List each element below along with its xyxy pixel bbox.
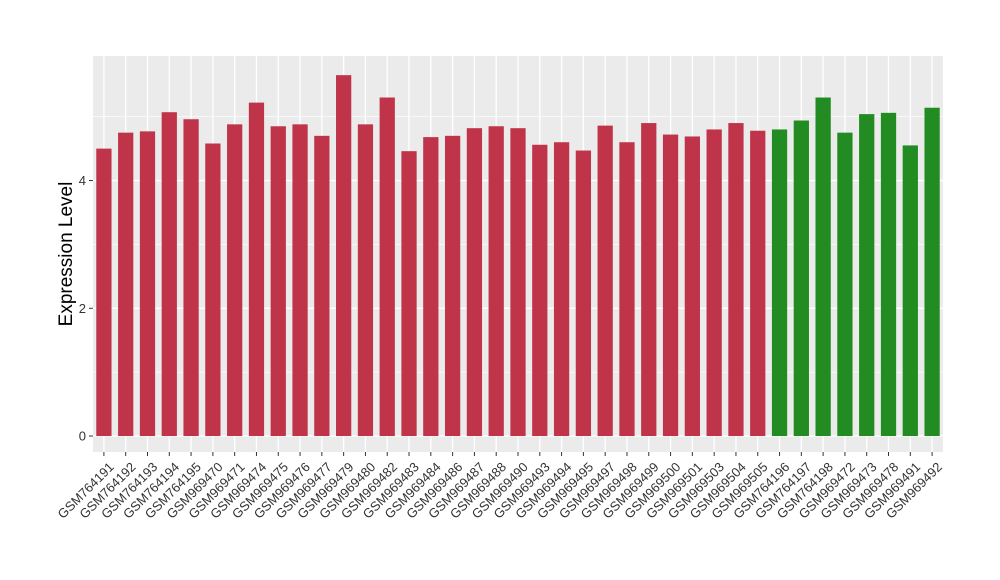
bar-GSM969504: [728, 123, 744, 437]
bar-GSM969476: [292, 124, 308, 437]
bar-GSM969498: [619, 142, 635, 437]
bar-GSM969484: [423, 137, 439, 437]
bar-GSM969488: [488, 126, 504, 437]
bar-GSM969472: [837, 132, 853, 437]
bar-GSM969478: [880, 112, 897, 437]
bar-GSM969471: [227, 124, 243, 437]
bar-GSM764193: [139, 131, 156, 437]
bar-GSM969501: [684, 136, 700, 437]
bar-GSM969499: [641, 123, 657, 437]
bar-GSM764192: [118, 132, 134, 437]
bar-GSM969494: [553, 142, 570, 437]
bar-GSM969483: [401, 151, 417, 437]
bars: [96, 75, 940, 437]
bar-GSM969500: [662, 134, 679, 437]
bar-GSM969505: [750, 130, 766, 437]
y-tick-label: 0: [79, 429, 86, 444]
y-tick-label: 4: [79, 173, 86, 188]
bar-GSM969497: [597, 125, 613, 437]
bar-GSM969480: [357, 124, 374, 437]
bar-GSM969492: [924, 107, 940, 437]
x-axis: GSM764191GSM764192GSM764193GSM764194GSM7…: [55, 452, 945, 522]
bar-GSM969493: [532, 144, 548, 437]
bar-GSM969495: [575, 150, 592, 437]
bar-GSM969487: [466, 128, 483, 437]
bar-GSM969491: [902, 145, 918, 437]
bar-GSM764191: [96, 148, 112, 437]
bar-GSM969473: [859, 114, 875, 437]
y-axis: 0 2 4: [79, 173, 93, 444]
bar-GSM969470: [205, 143, 221, 437]
bar-GSM969479: [336, 75, 352, 437]
bar-GSM764195: [183, 119, 199, 437]
bar-GSM764198: [815, 97, 831, 437]
bar-GSM969474: [248, 102, 265, 437]
bar-GSM969482: [379, 97, 395, 437]
bar-GSM969503: [706, 129, 722, 437]
bar-GSM969490: [510, 128, 526, 437]
bar-GSM764194: [161, 112, 177, 437]
y-tick-label: 2: [79, 301, 86, 316]
bar-GSM764197: [793, 120, 809, 437]
y-axis-title: Expression Level: [56, 182, 77, 327]
bar-GSM764196: [771, 129, 788, 437]
bar-GSM969486: [444, 135, 461, 437]
bar-GSM969475: [270, 126, 286, 437]
bar-GSM969477: [314, 135, 330, 437]
